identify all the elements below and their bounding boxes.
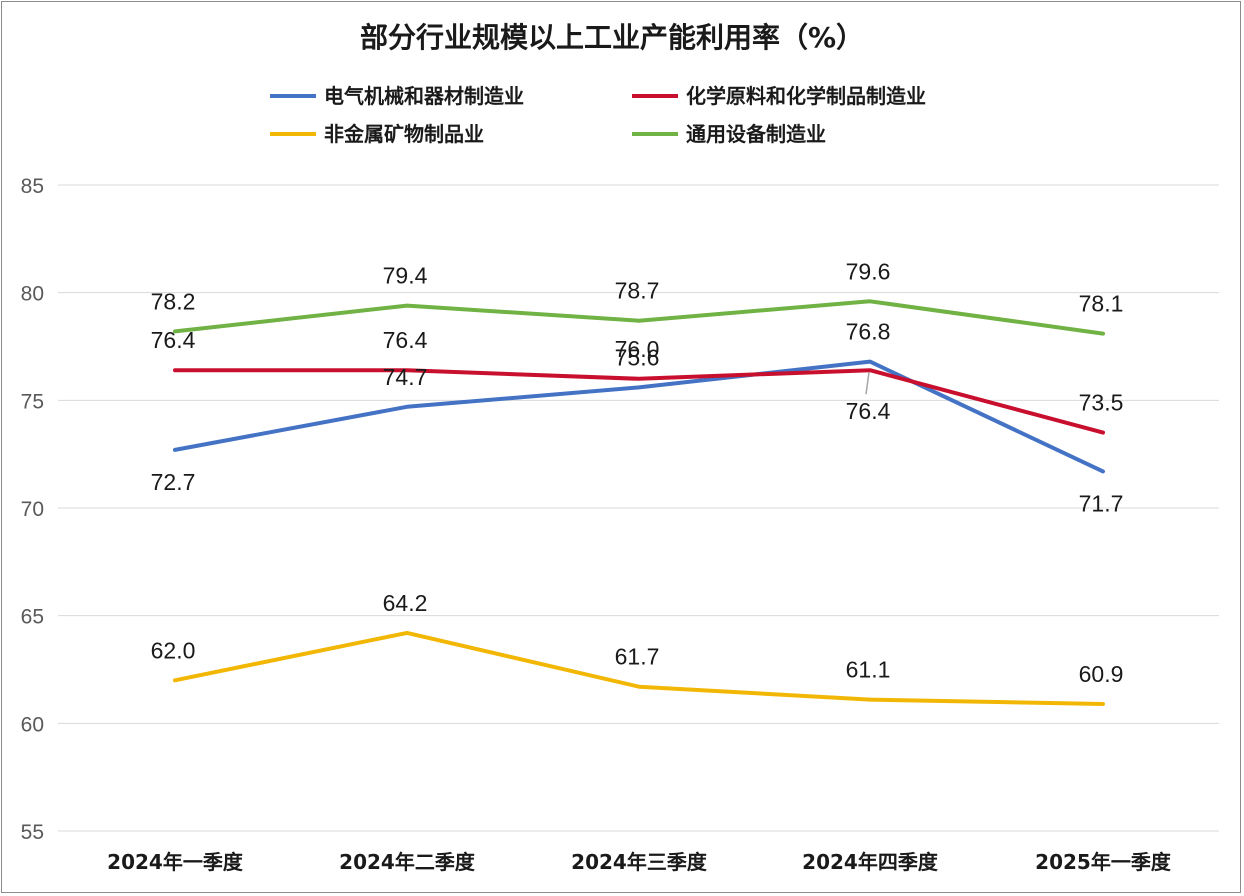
x-tick-label: 2024年四季度 xyxy=(802,850,939,874)
data-label-general-equipment: 79.6 xyxy=(846,258,891,284)
data-label-nonmetallic: 61.1 xyxy=(846,657,891,683)
series-line-general-equipment xyxy=(173,299,1105,336)
y-tick-label: 60 xyxy=(21,713,44,736)
data-label-electrical: 76.8 xyxy=(846,319,891,345)
data-label-electrical: 74.7 xyxy=(383,364,428,390)
data-label-nonmetallic: 62.0 xyxy=(151,637,196,663)
y-tick-label: 70 xyxy=(21,498,44,521)
series-line-nonmetallic xyxy=(173,630,1105,706)
x-axis: 2024年一季度 2024年二季度 2024年三季度 2024年四季度 2025年一季度 xyxy=(107,850,1172,874)
data-label-nonmetallic: 61.7 xyxy=(615,644,660,670)
legend-label-electrical: 电气机械和器材制造业 xyxy=(324,84,524,108)
legend-label-nonmetallic: 非金属矿物制品业 xyxy=(324,122,484,146)
data-label-chemical: 76.4 xyxy=(846,398,891,424)
data-label-general-equipment: 78.7 xyxy=(615,278,660,304)
data-label-chemical: 76.0 xyxy=(615,336,660,362)
legend-item-electrical: 电气机械和器材制造业 xyxy=(270,84,524,108)
data-label-nonmetallic: 64.2 xyxy=(383,590,428,616)
series-lines xyxy=(173,299,1105,706)
y-tick-label: 80 xyxy=(21,283,44,306)
x-tick-label: 2024年二季度 xyxy=(339,850,476,874)
data-label-electrical: 71.7 xyxy=(1079,490,1124,516)
data-label-chemical: 76.4 xyxy=(383,327,428,353)
series-line-electrical xyxy=(173,359,1105,474)
legend-item-general-equipment: 通用设备制造业 xyxy=(632,122,826,146)
chart-title: 部分行业规模以上工业产能利用率（%） xyxy=(360,21,864,54)
data-label-chemical: 76.4 xyxy=(151,327,196,353)
legend-label-general-equipment: 通用设备制造业 xyxy=(686,122,826,146)
x-tick-label: 2025年一季度 xyxy=(1035,850,1172,874)
legend-item-nonmetallic: 非金属矿物制品业 xyxy=(270,122,484,146)
data-label-chemical: 73.5 xyxy=(1079,390,1124,416)
y-tick-label: 75 xyxy=(21,390,44,413)
data-labels: 72.7 74.7 75.6 76.8 71.7 76.4 76.4 76.0 76.4 73.5… xyxy=(151,258,1124,687)
data-label-general-equipment: 78.2 xyxy=(151,288,196,314)
x-tick-label: 2024年一季度 xyxy=(107,850,244,874)
y-tick-label: 65 xyxy=(21,606,44,629)
legend-item-chemical: 化学原料和化学制品制造业 xyxy=(632,84,926,108)
x-tick-label: 2024年三季度 xyxy=(571,850,708,874)
data-label-general-equipment: 78.1 xyxy=(1079,291,1124,317)
leader-line xyxy=(865,372,870,395)
data-label-nonmetallic: 60.9 xyxy=(1079,661,1124,687)
data-label-electrical: 75.6 xyxy=(615,344,660,370)
y-tick-label: 85 xyxy=(21,175,44,198)
data-label-general-equipment: 79.4 xyxy=(383,263,428,289)
legend-label-chemical: 化学原料和化学制品制造业 xyxy=(686,84,926,108)
y-axis: 85 80 75 70 65 60 55 xyxy=(21,175,44,844)
legend: 电气机械和器材制造业 化学原料和化学制品制造业 非金属矿物制品业 通用设备制造业 xyxy=(270,84,926,146)
series-line-chemical xyxy=(173,368,1105,435)
gridlines xyxy=(58,184,1219,832)
y-tick-label: 55 xyxy=(21,821,44,844)
data-label-electrical: 72.7 xyxy=(151,469,196,495)
